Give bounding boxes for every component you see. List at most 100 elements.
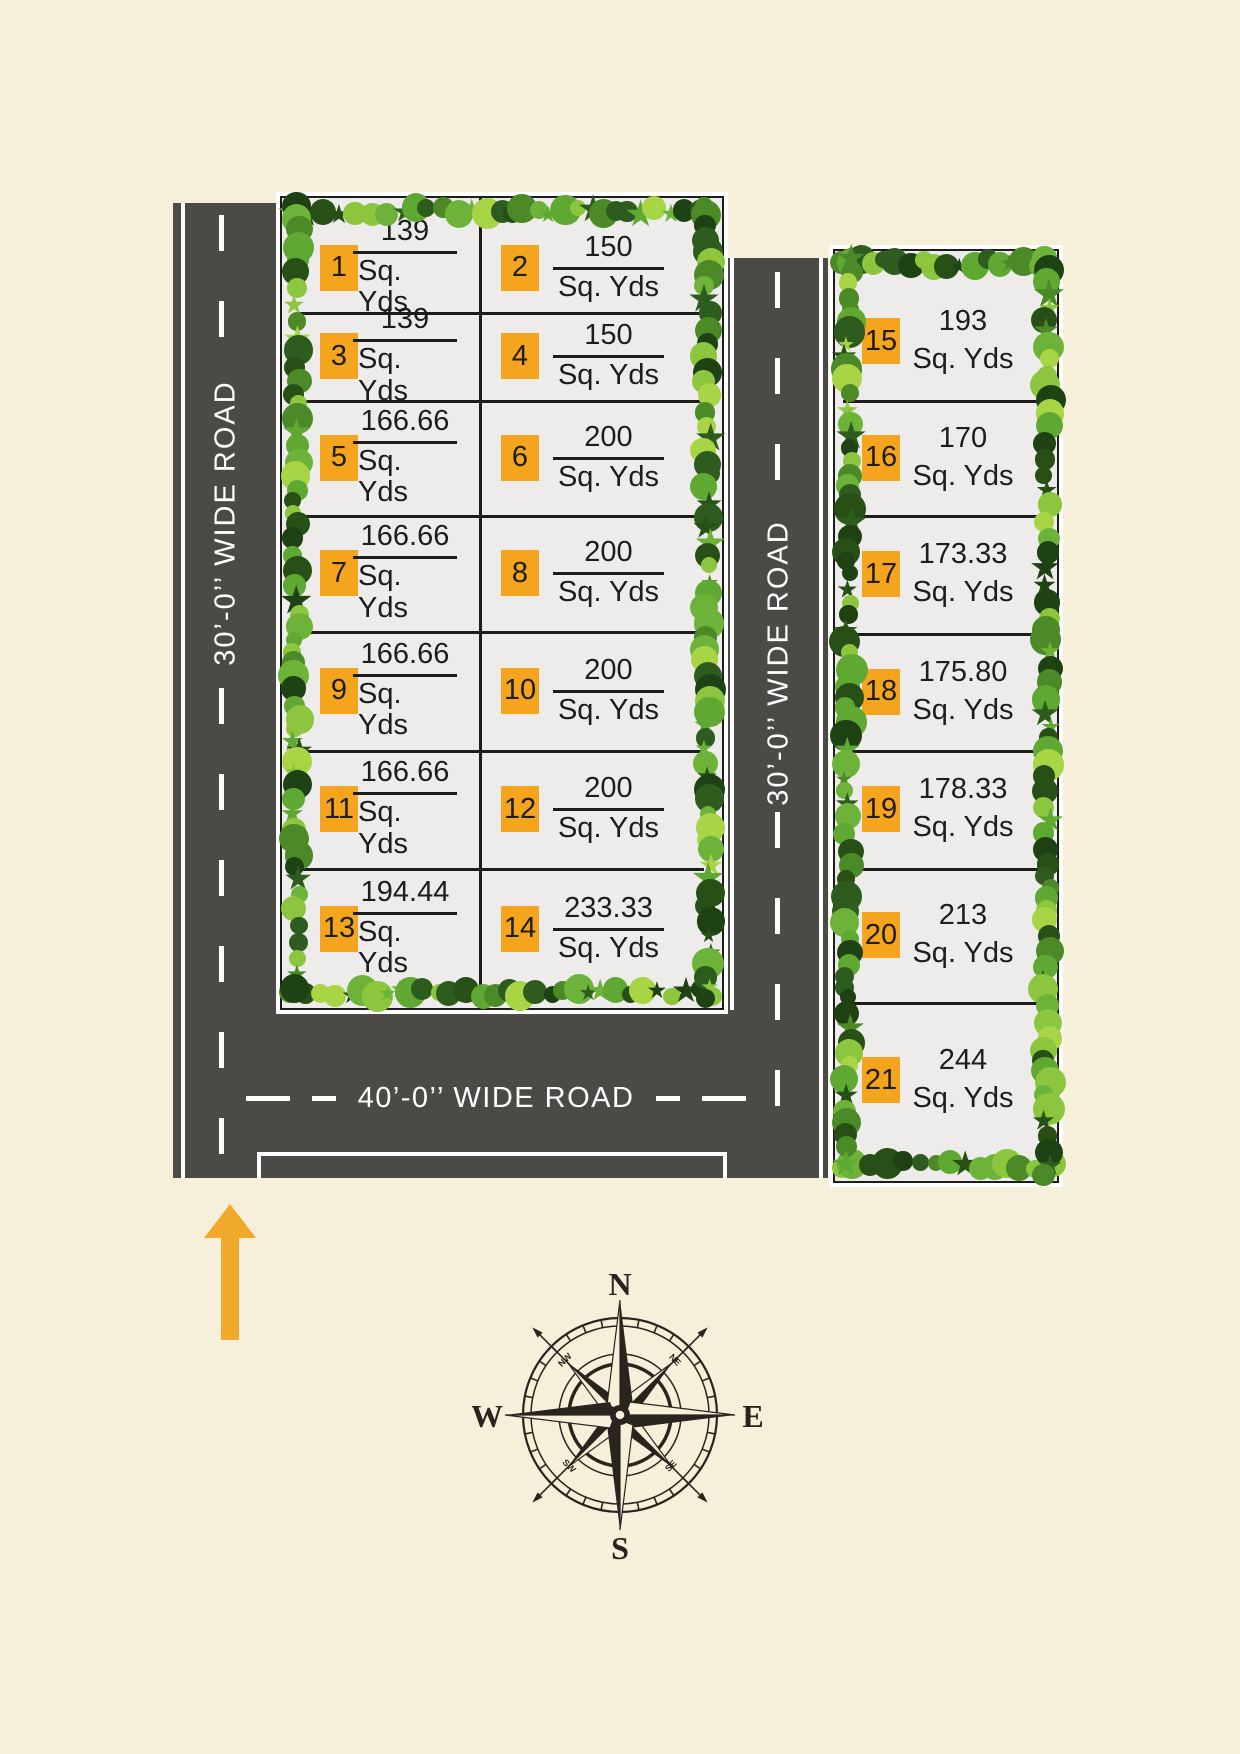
tree-icon [832,1149,860,1176]
north-arrow [204,1204,256,1340]
plot-area-unit: Sq. Yds [912,693,1014,726]
plot-area-unit: Sq. Yds [912,1082,1014,1114]
plot-4[interactable]: 4 150 Sq. Yds [481,312,704,400]
compass-label-north: N [608,1267,631,1302]
plot-number-badge: 5 [320,434,358,481]
road-label-bottom-row: 40’-0’’ WIDE ROAD [245,1082,747,1114]
plot-number-badge: 10 [501,667,539,714]
plot-area-unit: Sq. Yds [912,576,1014,608]
tree-icon [663,988,681,1006]
compass-label-east: E [742,1398,763,1434]
tree-icon [279,973,309,1003]
tree-icon [641,195,667,221]
plot-area: 173.33 Sq. Yds [900,536,1026,611]
plot-16[interactable]: 16 170 Sq. Yds [834,400,1060,515]
plot-area: 200 Sq. Yds [539,654,678,727]
plot-number-badge: 16 [862,434,900,481]
plot-area: 200 Sq. Yds [539,536,678,609]
tree-icon [324,985,346,1007]
tree-icon [287,312,307,331]
plot-number-badge: 6 [501,434,539,481]
plot-divider [300,400,704,403]
plot-area-value: 175.80 [918,655,1008,688]
left-plot-block-border [280,196,724,1010]
plot-area-value: 139 [380,303,430,336]
road-label-left: 30’-0’’ WIDE ROAD [209,380,242,666]
tree-icon [834,1000,860,1027]
plot-divider [300,868,704,871]
tree-icon [284,492,301,509]
plot-number-badge: 3 [320,333,358,379]
plot-number-badge: 21 [862,1057,900,1103]
plot-area-unit: Sq. Yds [557,460,660,493]
plot-17[interactable]: 17 173.33 Sq. Yds [834,515,1060,633]
plot-3[interactable]: 3 139 Sq. Yds [300,303,478,407]
tree-border [1027,245,1067,1187]
plot-area-value: 244 [938,1044,988,1077]
plot-area-unit: Sq. Yds [358,796,408,860]
plot-19[interactable]: 19 178.33 Sq. Yds [834,750,1060,868]
tree-icon [701,556,718,574]
plot-2[interactable]: 2 150 Sq. Yds [481,195,704,312]
plot-area-value: 194.44 [360,875,450,908]
tree-icon [1033,511,1054,533]
plot-area-value: 200 [584,772,633,805]
tree-icon [290,916,309,935]
plot-number-badge: 4 [501,333,539,379]
plot-12[interactable]: 12 200 Sq. Yds [481,750,704,868]
plot-area-value: 166.66 [360,404,450,437]
plot-21[interactable]: 21 244 Sq. Yds [834,1002,1060,1158]
fraction-line [353,911,457,915]
tree-icon [616,200,638,223]
road-bottom-horizontal [277,1010,828,1178]
tree-icon [1037,541,1060,564]
plot-area-value: 166.66 [360,637,450,670]
plot-6[interactable]: 6 200 Sq. Yds [481,400,704,515]
north-arrow-head [204,1204,256,1238]
centerline-dash [656,1095,681,1101]
fraction-line [353,250,457,254]
plot-9[interactable]: 9 166.66 Sq. Yds [300,631,478,750]
tree-icon [690,473,718,500]
tree-border [830,245,1058,281]
plot-18[interactable]: 18 175.80 Sq. Yds [834,633,1060,750]
plot-number-badge: 7 [320,550,358,596]
tree-icon [343,202,367,226]
plot-number-badge: 2 [501,244,539,291]
fraction-line [353,673,457,677]
plot-10[interactable]: 10 200 Sq. Yds [481,631,704,750]
plot-20[interactable]: 20 213 Sq. Yds [834,868,1060,1002]
plot-area-unit: Sq. Yds [557,359,660,391]
plot-11[interactable]: 11 166.66 Sq. Yds [300,750,478,868]
plot-area-value: 170 [938,421,988,454]
plot-area: 193 Sq. Yds [900,303,1026,378]
plot-13[interactable]: 13 194.44 Sq. Yds [300,868,478,1011]
plot-divider [300,515,704,518]
road-centerline [219,215,224,365]
plot-14[interactable]: 14 233.33 Sq. Yds [481,868,704,1011]
plot-8[interactable]: 8 200 Sq. Yds [481,515,704,631]
plot-area-unit: Sq. Yds [358,915,408,980]
plot-15[interactable]: 15 193 Sq. Yds [834,258,1060,400]
tree-icon [569,199,586,216]
plot-1[interactable]: 1 139 Sq. Yds [300,195,478,318]
plot-number-badge: 11 [320,786,358,832]
plot-area-unit: Sq. Yds [912,937,1014,969]
plot-area-value: 150 [584,319,633,352]
tree-icon [695,989,715,1009]
plot-area-unit: Sq. Yds [557,576,660,608]
plot-area: 233.33 Sq. Yds [539,892,678,965]
centerline-dash [702,1095,747,1101]
tree-icon [841,564,859,582]
tree-icon [835,782,853,799]
plot-7[interactable]: 7 166.66 Sq. Yds [300,515,478,631]
plot-5[interactable]: 5 166.66 Sq. Yds [300,400,478,515]
tree-border [689,196,727,1010]
plot-area-value: 166.66 [360,520,450,553]
tree-icon [282,787,305,811]
plot-number-badge: 20 [862,912,900,958]
plot-area-unit: Sq. Yds [358,254,408,319]
tree-icon [1033,432,1056,455]
plot-area-value: 200 [584,420,633,453]
tree-icon [287,278,307,298]
